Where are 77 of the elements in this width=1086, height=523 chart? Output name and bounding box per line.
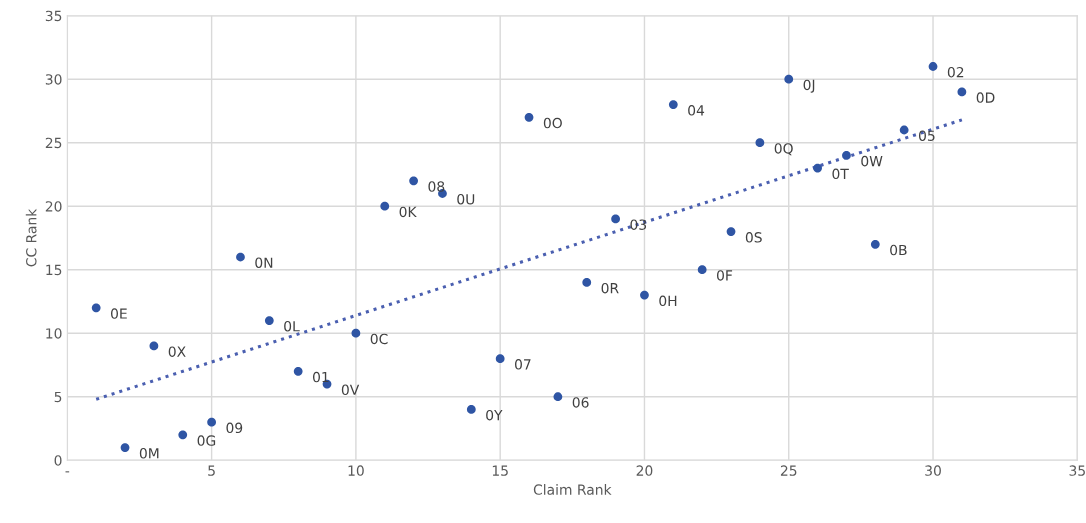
point — [264, 316, 274, 325]
annotation: 0B — [890, 244, 907, 256]
point — [236, 252, 245, 262]
point — [726, 227, 736, 237]
annotation: 0R — [601, 282, 619, 294]
point — [957, 87, 967, 97]
y-tick-label: 5 — [54, 391, 62, 403]
annotation: 0O — [543, 117, 562, 129]
point — [91, 303, 101, 313]
point — [149, 341, 159, 351]
y-axis-title: CC Rank — [25, 208, 37, 267]
annotation: 07 — [514, 359, 531, 370]
annotation: 0Q — [774, 143, 793, 156]
annotation: 0U — [457, 193, 475, 205]
annotation: 0F — [716, 270, 733, 281]
x-tick-label: 20 — [636, 465, 653, 476]
annotation: 08 — [428, 181, 445, 192]
point — [495, 354, 505, 364]
point — [697, 265, 707, 275]
annotation: 0H — [659, 295, 677, 307]
annotation: 06 — [572, 397, 589, 408]
annotation: 0J — [803, 79, 815, 93]
annotation: 0D — [976, 92, 995, 103]
x-tick-label: 15 — [492, 465, 508, 476]
annotation: 0Y — [486, 409, 503, 421]
annotation: 0K — [399, 206, 417, 218]
point — [380, 201, 390, 211]
x-tick-label: - — [65, 471, 70, 473]
x-tick-label: 30 — [925, 465, 941, 476]
annotation: 0C — [370, 333, 388, 345]
point — [207, 417, 217, 427]
annotation: 0V — [341, 384, 360, 396]
point — [813, 163, 822, 173]
x-tick-label: 25 — [780, 465, 797, 476]
point — [553, 392, 563, 402]
annotation: 09 — [226, 422, 243, 434]
x-tick-label: 35 — [1069, 465, 1085, 476]
point — [351, 328, 361, 338]
annotation: 0W — [861, 155, 883, 167]
y-tick-label: 25 — [45, 137, 62, 149]
point — [120, 443, 130, 452]
x-axis-title: Claim Rank — [533, 484, 612, 495]
point — [928, 62, 938, 71]
y-tick-label: 20 — [45, 201, 62, 212]
annotation: 0T — [832, 168, 849, 180]
point — [668, 100, 678, 109]
y-tick-label: 30 — [45, 74, 62, 85]
point — [293, 366, 303, 376]
point — [899, 125, 909, 135]
x-tick-label: 5 — [208, 465, 215, 476]
point — [870, 239, 880, 249]
annotation: 05 — [918, 130, 935, 141]
x-tick-label: 10 — [348, 465, 364, 476]
annotation: 0N — [255, 257, 273, 268]
y-tick-label: 0 — [54, 455, 62, 466]
y-tick-label: 15 — [46, 264, 62, 276]
annotation: 0X — [168, 346, 186, 357]
point — [409, 176, 418, 186]
annotation: 0L — [284, 320, 300, 332]
point — [524, 112, 534, 122]
annotation: 04 — [688, 105, 705, 116]
point — [178, 430, 188, 440]
point — [611, 214, 620, 224]
annotation: 0E — [110, 308, 127, 319]
annotation: 0S — [745, 232, 762, 243]
point — [582, 278, 592, 287]
y-tick-label: 35 — [45, 10, 62, 22]
annotation: 0G — [197, 435, 216, 446]
point — [755, 138, 765, 148]
point — [466, 405, 476, 414]
point — [640, 290, 649, 300]
point — [842, 151, 851, 160]
annotation: 0M — [139, 448, 159, 459]
point — [784, 74, 794, 84]
y-tick-label: 10 — [46, 328, 62, 339]
annotation: 02 — [947, 66, 964, 78]
annotation: 01 — [312, 371, 329, 383]
